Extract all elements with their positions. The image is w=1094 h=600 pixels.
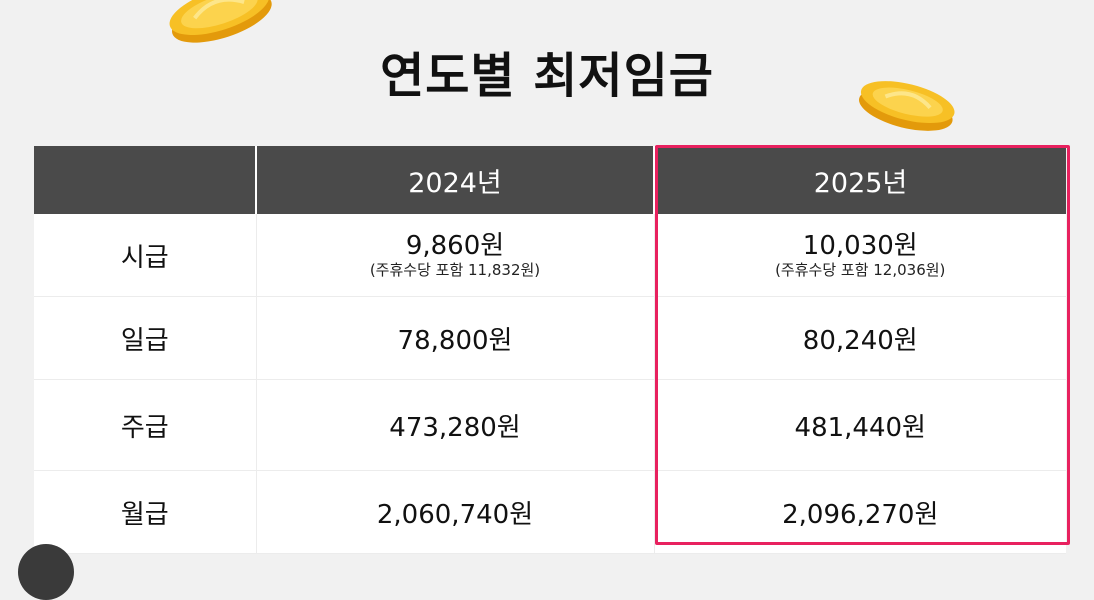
- table-row: 일급 78,800원 80,240원: [34, 296, 1066, 380]
- daily-2024-value: 78,800원: [256, 296, 655, 380]
- header-2024: 2024년: [256, 146, 655, 214]
- hourly-2025-value: 10,030원: [802, 231, 918, 261]
- table-header-row: 2024년 2025년: [34, 146, 1066, 214]
- hourly-2025-note: (주휴수당 포함 12,036원): [775, 261, 946, 279]
- row-label-weekly: 주급: [34, 379, 257, 471]
- header-2025: 2025년: [654, 146, 1066, 214]
- hourly-2024-note: (주휴수당 포함 11,832원): [369, 261, 541, 279]
- hourly-2024-value: 9,860원: [405, 231, 505, 261]
- row-label-hourly: 시급: [34, 214, 257, 297]
- monthly-2025-value: 2,096,270원: [654, 470, 1066, 554]
- minimum-wage-table: 2024년 2025년 시급 9,860원 (주휴수당 포함 11,832원) …: [34, 146, 1066, 554]
- table-row: 시급 9,860원 (주휴수당 포함 11,832원) 10,030원 (주휴수…: [34, 214, 1066, 297]
- weekly-2024-value: 473,280원: [256, 379, 655, 471]
- page-title: 연도별 최저임금: [380, 48, 714, 104]
- coin-icon: [859, 81, 955, 131]
- weekly-2025-value: 481,440원: [654, 379, 1066, 471]
- row-label-daily: 일급: [34, 296, 257, 380]
- header-blank: [34, 146, 257, 214]
- daily-2025-value: 80,240원: [654, 296, 1066, 380]
- hourly-2024-cell: 9,860원 (주휴수당 포함 11,832원): [256, 214, 655, 297]
- corner-circle: [18, 544, 74, 600]
- table-row: 주급 473,280원 481,440원: [34, 379, 1066, 471]
- row-label-monthly: 월급: [34, 470, 257, 554]
- table-row: 월급 2,060,740원 2,096,270원: [34, 470, 1066, 554]
- hourly-2025-cell: 10,030원 (주휴수당 포함 12,036원): [654, 214, 1066, 297]
- monthly-2024-value: 2,060,740원: [256, 470, 655, 554]
- coin-icon: [169, 0, 272, 43]
